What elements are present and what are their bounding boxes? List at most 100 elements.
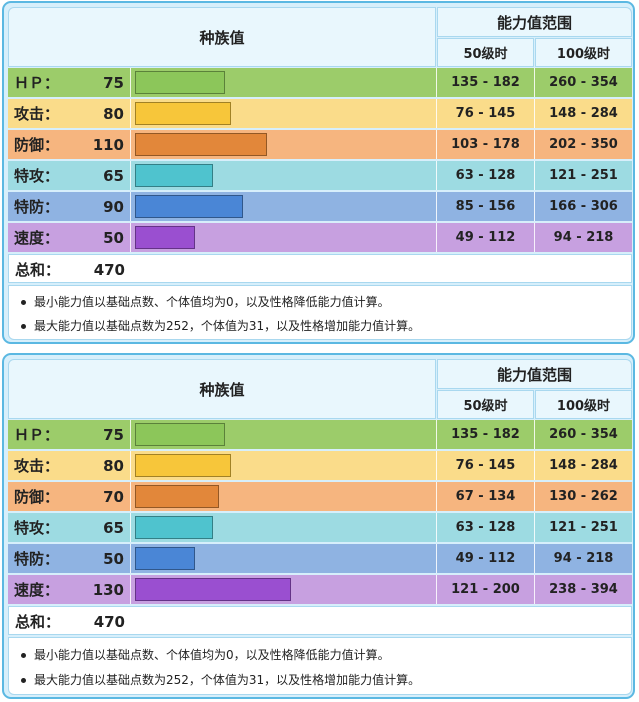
note-text: 最小能力值以基础点数、个体值均为0，以及性格降低能力值计算。: [34, 648, 390, 662]
stat-value: 75: [103, 425, 124, 444]
stat-value: 50: [103, 549, 124, 568]
stat-bar-cell: [131, 68, 436, 97]
stat-value: 80: [103, 104, 124, 123]
note-text: 最大能力值以基础点数为252，个体值为31，以及性格增加能力值计算。: [34, 673, 421, 687]
stat-bar: [135, 516, 213, 539]
stat-bar-cell: [131, 420, 436, 449]
stat-row-defense: 防御： 70 67 - 134 130 - 262: [8, 482, 632, 511]
stat-bar: [135, 102, 231, 125]
stat-row-speed: 速度： 130 121 - 200 238 - 394: [8, 575, 632, 604]
range-100: 94 - 218: [553, 551, 614, 566]
range-50: 49 - 112: [455, 230, 516, 245]
stat-row-speed: 速度： 50 49 - 112 94 - 218: [8, 223, 632, 252]
table-header: 种族值 能力值范围 50级时 100级时: [4, 3, 633, 69]
base-stats-header: 种族值: [8, 359, 436, 419]
stats-panel-1: 种族值 能力值范围 50级时 100级时 ＨＰ： 75 135 - 182 26…: [2, 1, 635, 344]
total-value: 470: [93, 612, 125, 631]
total-row: 总和： 470: [8, 606, 632, 635]
stat-row-hp: ＨＰ： 75 135 - 182 260 - 354: [8, 420, 632, 449]
stat-bar: [135, 578, 291, 601]
range-100: 260 - 354: [549, 427, 618, 442]
stat-value: 110: [92, 135, 124, 154]
range-50: 76 - 145: [455, 458, 516, 473]
range-100: 148 - 284: [549, 106, 618, 121]
stat-row-sp-defense: 特防： 50 49 - 112 94 - 218: [8, 544, 632, 573]
stat-bar: [135, 226, 195, 249]
stat-bar-cell: [131, 223, 436, 252]
stat-name: 防御：: [14, 136, 60, 154]
range-100: 166 - 306: [549, 199, 618, 214]
stat-row-sp-defense: 特防： 90 85 - 156 166 - 306: [8, 192, 632, 221]
range-50: 49 - 112: [455, 551, 516, 566]
stat-name: ＨＰ：: [14, 426, 60, 444]
stat-bar-cell: [131, 513, 436, 542]
stat-name: 攻击：: [14, 457, 60, 475]
stat-row-sp-attack: 特攻： 65 63 - 128 121 - 251: [8, 513, 632, 542]
stat-bar: [135, 133, 267, 156]
range-100: 238 - 394: [549, 582, 618, 597]
range-50: 67 - 134: [455, 489, 516, 504]
stat-bar: [135, 71, 225, 94]
stat-row-attack: 攻击： 80 76 - 145 148 - 284: [8, 451, 632, 480]
stat-name: 速度：: [14, 581, 60, 599]
range-50: 121 - 200: [451, 582, 520, 597]
stats-panel-2: 种族值 能力值范围 50级时 100级时 ＨＰ： 75 135 - 182 26…: [2, 353, 635, 699]
range-50: 85 - 156: [455, 199, 516, 214]
stat-name: 速度：: [14, 229, 60, 247]
table-header: 种族值 能力值范围 50级时 100级时: [4, 355, 633, 421]
stat-range-header: 能力值范围: [437, 359, 632, 389]
bullet-icon: [21, 653, 26, 658]
bullet-icon: [21, 324, 26, 329]
total-label: 总和：: [15, 261, 61, 279]
range-50: 135 - 182: [451, 75, 520, 90]
level100-header: 100级时: [535, 390, 632, 419]
stat-value: 75: [103, 73, 124, 92]
range-100: 148 - 284: [549, 458, 618, 473]
range-100: 130 - 262: [549, 489, 618, 504]
stat-value: 65: [103, 166, 124, 185]
total-label: 总和：: [15, 613, 61, 631]
range-100: 94 - 218: [553, 230, 614, 245]
stat-bar: [135, 454, 231, 477]
stat-row-defense: 防御： 110 103 - 178 202 - 350: [8, 130, 632, 159]
stat-range-header: 能力值范围: [437, 7, 632, 37]
stat-name: ＨＰ：: [14, 74, 60, 92]
note-text: 最小能力值以基础点数、个体值均为0，以及性格降低能力值计算。: [34, 295, 390, 309]
level50-header: 50级时: [437, 390, 534, 419]
level100-header: 100级时: [535, 38, 632, 67]
stat-bar: [135, 423, 225, 446]
bullet-icon: [21, 300, 26, 305]
range-100: 121 - 251: [549, 168, 618, 183]
stat-bar: [135, 195, 243, 218]
total-value: 470: [93, 260, 125, 279]
stat-name: 特防：: [14, 198, 60, 216]
note-text: 最大能力值以基础点数为252，个体值为31，以及性格增加能力值计算。: [34, 319, 421, 333]
range-50: 76 - 145: [455, 106, 516, 121]
stat-value: 70: [103, 487, 124, 506]
stat-bar: [135, 164, 213, 187]
range-100: 121 - 251: [549, 520, 618, 535]
notes-box: 最小能力值以基础点数、个体值均为0，以及性格降低能力值计算。 最大能力值以基础点…: [8, 285, 632, 340]
stat-name: 特攻：: [14, 167, 60, 185]
stat-name: 攻击：: [14, 105, 60, 123]
total-row: 总和： 470: [8, 254, 632, 283]
note-min: 最小能力值以基础点数、个体值均为0，以及性格降低能力值计算。: [21, 646, 390, 663]
stat-bar-cell: [131, 192, 436, 221]
bullet-icon: [21, 678, 26, 683]
stat-bar-cell: [131, 544, 436, 573]
stat-row-sp-attack: 特攻： 65 63 - 128 121 - 251: [8, 161, 632, 190]
stat-bar: [135, 547, 195, 570]
stat-bar-cell: [131, 130, 436, 159]
stat-bar-cell: [131, 451, 436, 480]
range-50: 103 - 178: [451, 137, 520, 152]
range-100: 260 - 354: [549, 75, 618, 90]
base-stats-header: 种族值: [8, 7, 436, 67]
range-50: 63 - 128: [455, 520, 516, 535]
stat-name: 特攻：: [14, 519, 60, 537]
stat-value: 90: [103, 197, 124, 216]
stat-value: 50: [103, 228, 124, 247]
notes-box: 最小能力值以基础点数、个体值均为0，以及性格降低能力值计算。 最大能力值以基础点…: [8, 637, 632, 695]
stat-row-hp: ＨＰ： 75 135 - 182 260 - 354: [8, 68, 632, 97]
stat-name: 特防：: [14, 550, 60, 568]
note-min: 最小能力值以基础点数、个体值均为0，以及性格降低能力值计算。: [21, 293, 390, 310]
